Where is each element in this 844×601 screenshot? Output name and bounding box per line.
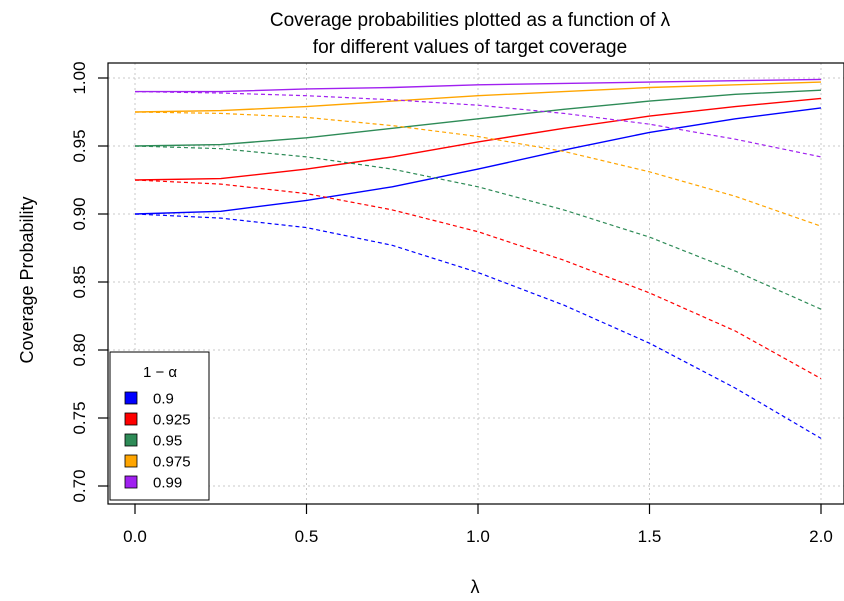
series-line-dashed-0.9 xyxy=(134,213,822,439)
series-layer xyxy=(134,78,822,439)
x-tick-label: 1.5 xyxy=(638,527,662,546)
x-tick-label: 2.0 xyxy=(809,527,833,546)
series-line-solid-0.975 xyxy=(134,81,822,113)
x-axis: 0.0 0.5 1.0 1.5 2.0 xyxy=(123,504,833,546)
series-line-dashed-0.975 xyxy=(134,111,822,227)
series-line-dashed-0.95 xyxy=(134,145,822,310)
legend-label: 0.9 xyxy=(153,391,174,408)
legend-swatch xyxy=(124,454,138,468)
chart-title: Coverage probabilities plotted as a func… xyxy=(270,10,671,58)
legend-swatch xyxy=(124,412,138,426)
legend-swatch xyxy=(124,475,138,489)
series-line-solid-0.925 xyxy=(134,97,822,181)
legend-box xyxy=(109,351,210,501)
legend-label: 0.95 xyxy=(153,433,182,450)
legend-label: 0.975 xyxy=(153,454,191,471)
y-axis-label: Coverage Probability xyxy=(17,196,37,363)
x-tick-label: 0.5 xyxy=(295,527,319,546)
series-line-dashed-0.99 xyxy=(134,91,822,158)
legend-title: 1 − α xyxy=(143,364,177,381)
grid-lines xyxy=(108,63,844,504)
y-tick-label: 1.00 xyxy=(70,61,89,94)
x-tick-label: 0.0 xyxy=(123,527,147,546)
chart-title-line-2: for different values of target coverage xyxy=(313,37,627,58)
chart-title-line-1: Coverage probabilities plotted as a func… xyxy=(270,10,671,31)
legend-swatch xyxy=(124,433,138,447)
legend-swatch xyxy=(124,391,138,405)
x-axis-label: λ xyxy=(471,577,480,597)
y-tick-label: 0.75 xyxy=(70,401,89,434)
series-line-solid-0.99 xyxy=(135,78,822,93)
legend: 1 − α 0.9 0.925 0.95 0.975 0.99 xyxy=(109,351,210,501)
y-tick-label: 0.85 xyxy=(70,265,89,298)
x-tick-label: 1.0 xyxy=(466,527,490,546)
y-tick-label: 0.95 xyxy=(70,129,89,162)
legend-label: 0.99 xyxy=(153,475,182,492)
legend-items: 0.9 0.925 0.95 0.975 0.99 xyxy=(124,391,191,492)
series-line-solid-0.95 xyxy=(134,89,822,147)
legend-label: 0.925 xyxy=(153,412,191,429)
y-tick-label: 0.70 xyxy=(70,469,89,502)
series-line-solid-0.9 xyxy=(134,107,822,215)
y-tick-label: 0.90 xyxy=(70,197,89,230)
y-tick-label: 0.80 xyxy=(70,333,89,366)
plot-frame xyxy=(107,62,844,505)
y-axis: 0.70 0.75 0.80 0.85 0.90 0.95 1.00 xyxy=(70,61,108,503)
series-line-dashed-0.925 xyxy=(134,179,822,380)
